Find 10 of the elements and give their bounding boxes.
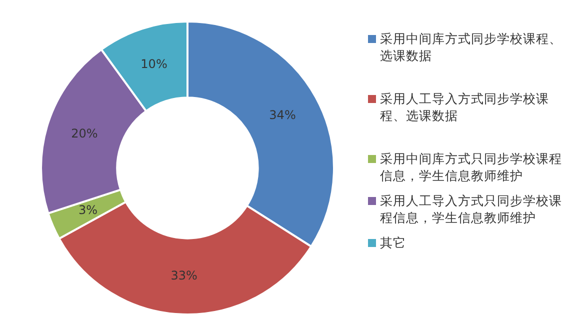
- data-label: 34%: [269, 108, 296, 122]
- legend-label: 采用人工导入方式只同步学校课程信息，学生信息教师维护: [380, 192, 563, 226]
- legend-label: 其它: [380, 234, 406, 251]
- data-label: 20%: [71, 126, 98, 141]
- legend-label: 采用人工导入方式同步学校课程、选课数据: [380, 90, 550, 124]
- data-label: 10%: [140, 57, 168, 72]
- legend-label: 采用中间库方式只同步学校课程信息，学生信息教师维护: [380, 150, 563, 184]
- data-label: 3%: [78, 203, 98, 218]
- data-label: 33%: [170, 268, 198, 282]
- legend-label: 采用中间库方式同步学校课程、选课数据: [380, 30, 563, 64]
